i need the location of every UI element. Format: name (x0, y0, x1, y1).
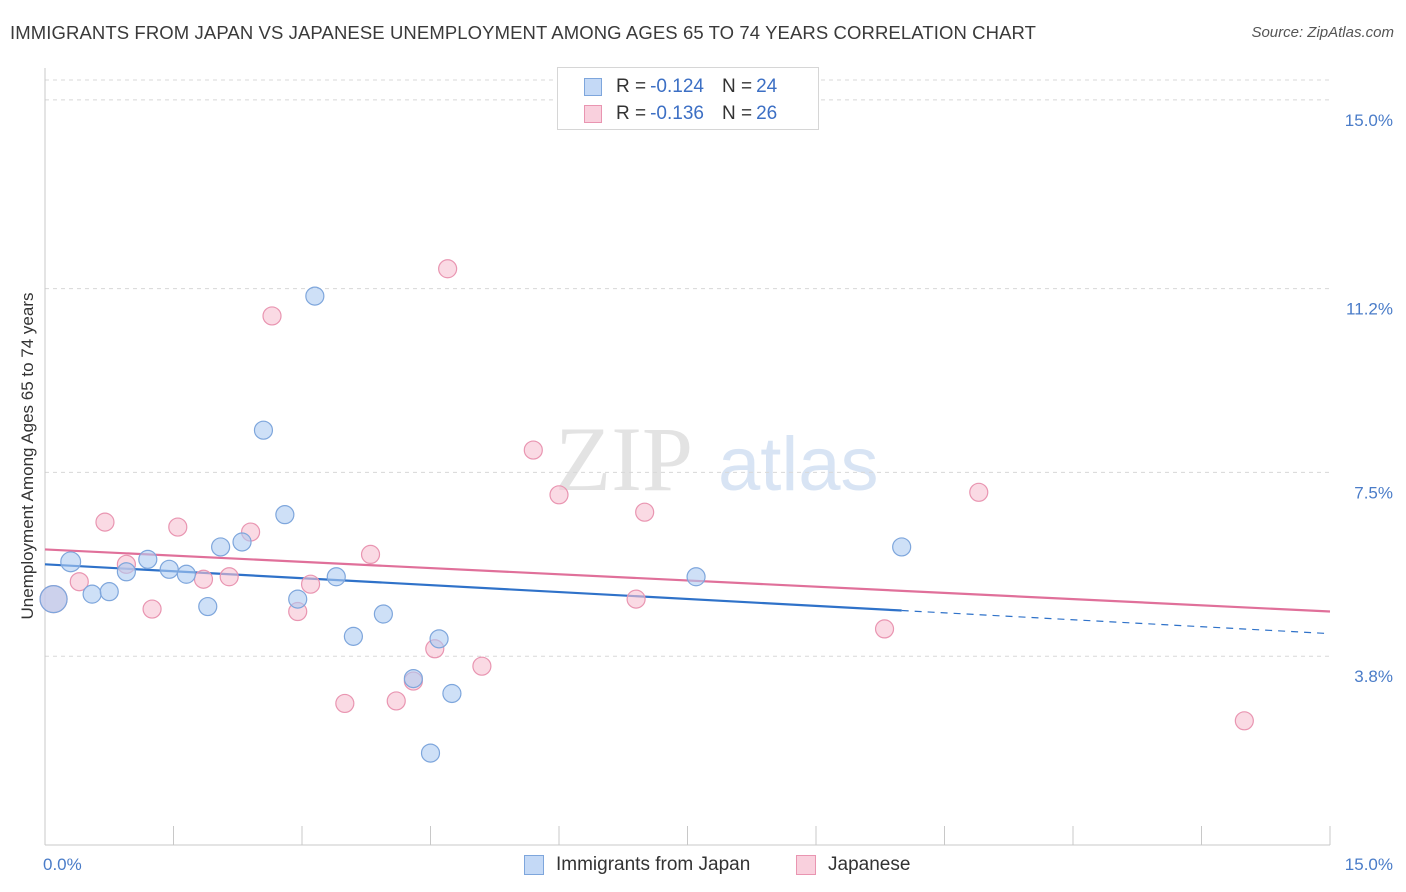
y-tick-label: 3.8% (1354, 667, 1393, 686)
trend-lines (44, 548, 1331, 635)
pink-data-point (874, 619, 895, 639)
blue-data-point (343, 626, 363, 646)
legend-n-value: 24 (756, 76, 778, 97)
blue-data-point (892, 537, 912, 557)
gridlines (45, 79, 1330, 657)
pink-data-point (262, 306, 282, 326)
pink-data-point (168, 517, 188, 537)
legend-row-immigrants-from-japan: R = -0.124 N = 24 (584, 75, 777, 99)
legend-r-label: R = (616, 103, 647, 124)
pink-swatch-icon (796, 855, 816, 875)
blue-data-point (288, 589, 308, 609)
pink-data-point (219, 567, 239, 587)
series-legend-label: Japanese (828, 854, 911, 875)
watermark-zip: ZIP (555, 408, 693, 510)
blue-data-point (60, 551, 82, 573)
pink-data-point (626, 589, 646, 609)
pink-data-point (335, 693, 355, 714)
legend-row-japanese: R = -0.136 N = 26 (584, 102, 777, 126)
y-tick-label: 7.5% (1354, 483, 1393, 502)
blue-data-point (373, 604, 393, 624)
pink-data-point (193, 569, 214, 589)
pink-data-point (438, 259, 458, 279)
pink-data-point (635, 502, 655, 522)
legend-n-label: N = (721, 76, 753, 97)
series-legend-label: Immigrants from Japan (556, 854, 751, 875)
legend-n-label: N = (721, 103, 753, 124)
x-tick-label: 0.0% (43, 855, 82, 874)
chart-title: IMMIGRANTS FROM JAPAN VS JAPANESE UNEMPL… (10, 22, 1037, 43)
watermark: ZIP atlas (555, 408, 879, 510)
blue-data-point (253, 420, 274, 440)
pink-data-point (300, 574, 321, 594)
pink-data-point (549, 485, 569, 505)
blue-data-point (159, 559, 179, 579)
series-legend-immigrants-from-japan: Immigrants from Japan (524, 852, 750, 878)
axes (44, 68, 1331, 846)
legend-r-label: R = (616, 76, 647, 97)
pink-data-point (360, 544, 381, 564)
blue-data-point (138, 549, 158, 569)
pink-data-point (142, 599, 162, 619)
legend-r-value: -0.136 (650, 103, 704, 124)
legend-n-value: 26 (756, 103, 778, 124)
pink-data-point (523, 440, 543, 460)
pink-data-point (95, 512, 115, 532)
blue-data-point (326, 567, 346, 587)
blue-data-point (232, 532, 252, 552)
blue-swatch-icon (524, 855, 544, 875)
blue-data-point (99, 582, 119, 602)
y-tick-label: 11.2% (1346, 300, 1393, 319)
blue-data-point (403, 668, 423, 689)
blue-data-point (211, 537, 231, 557)
blue-data-point (305, 286, 325, 306)
data-points (39, 259, 1254, 763)
blue-trend-extension (901, 609, 1331, 635)
blue-data-point (686, 567, 706, 587)
legend-r-value: -0.124 (650, 76, 704, 97)
x-tick-label: 15.0% (1345, 855, 1393, 874)
pink-swatch-icon (584, 105, 602, 123)
blue-data-point (176, 564, 196, 584)
blue-data-point (442, 683, 462, 704)
tick-labels: 3.8% 7.5% 11.2% 15.0% 0.0% 15.0% (43, 111, 1393, 874)
stats-legend: R = -0.124 N = 24 R = -0.136 N = 26 (557, 67, 819, 130)
blue-swatch-icon (584, 78, 602, 96)
pink-data-point (472, 656, 492, 676)
blue-data-point (82, 584, 102, 604)
pink-data-point (969, 482, 989, 502)
blue-data-point (429, 629, 449, 649)
blue-data-point (275, 505, 295, 525)
blue-data-point (198, 596, 218, 617)
blue-data-point (420, 743, 441, 763)
watermark-atlas: atlas (718, 422, 879, 507)
pink-data-point (69, 572, 89, 592)
blue-data-point (116, 562, 136, 582)
chart-source: Source: ZipAtlas.com (1251, 24, 1394, 41)
y-tick-label: 15.0% (1345, 111, 1393, 130)
pink-data-point (1234, 711, 1254, 731)
blue-data-point (39, 585, 68, 614)
series-legend-japanese: Japanese (796, 852, 910, 878)
pink-data-point (386, 691, 406, 711)
y-axis-label: Unemployment Among Ages 65 to 74 years (18, 292, 37, 620)
